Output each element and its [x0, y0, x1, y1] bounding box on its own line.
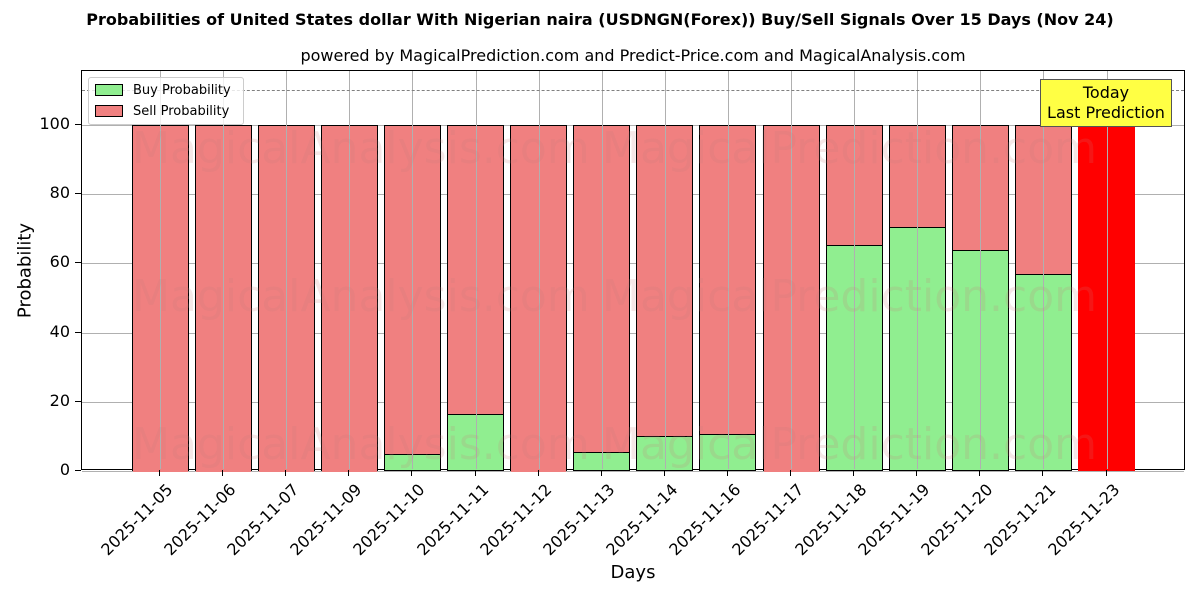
plot-area: MagicalAnalysis.comMagicalPrediction.com…: [81, 70, 1185, 472]
gridline-vertical: [1043, 71, 1045, 469]
y-tick-mark: [75, 331, 81, 333]
annotation-line1: Today: [1082, 83, 1130, 102]
gridline-vertical: [664, 71, 666, 469]
x-tick-mark: [916, 470, 918, 476]
gridline-vertical: [1106, 71, 1108, 469]
x-tick-mark: [285, 470, 287, 476]
y-tick-label: 60: [49, 252, 70, 272]
gridline-vertical: [917, 71, 919, 469]
x-axis-label: Days: [610, 562, 656, 583]
reference-line-110: [82, 90, 1184, 92]
gridline-vertical: [538, 71, 540, 469]
gridline-vertical: [727, 71, 729, 469]
gridline-horizontal: [82, 194, 1184, 196]
x-tick-mark: [1042, 470, 1044, 476]
x-tick-mark: [726, 470, 728, 476]
y-tick-mark: [75, 124, 81, 125]
gridline-vertical: [980, 71, 982, 469]
x-tick-mark: [159, 470, 160, 476]
gridline-vertical: [791, 71, 792, 469]
chart-title: Probabilities of United States dollar Wi…: [86, 10, 1114, 29]
legend-item-buy: Buy Probability: [95, 82, 231, 98]
gridline-vertical: [160, 71, 161, 469]
chart-subtitle: powered by MagicalPrediction.com and Pre…: [300, 46, 966, 65]
legend-label-sell: Sell Probability: [133, 103, 230, 119]
gridline-vertical: [349, 71, 351, 469]
gridline-vertical: [475, 71, 477, 469]
gridline-vertical: [286, 71, 288, 469]
y-tick-label: 0: [59, 460, 70, 479]
x-tick-mark: [222, 470, 224, 476]
gridline-horizontal: [82, 471, 1184, 472]
x-tick-mark: [348, 470, 350, 476]
legend: Buy Probability Sell Probability: [88, 77, 244, 125]
gridline-horizontal: [82, 263, 1184, 265]
buy-swatch-icon: [95, 84, 123, 96]
legend-label-buy: Buy Probability: [133, 82, 231, 98]
gridline-vertical: [223, 71, 225, 469]
legend-item-sell: Sell Probability: [95, 103, 229, 119]
y-tick-mark: [75, 400, 81, 402]
x-tick-mark: [853, 470, 855, 476]
gridline-vertical: [854, 71, 856, 469]
y-tick-mark: [75, 470, 81, 471]
x-tick-mark: [979, 470, 981, 476]
gridline-vertical: [601, 71, 603, 469]
y-tick-label: 20: [49, 390, 70, 410]
sell-swatch-icon: [95, 105, 123, 117]
gridline-horizontal: [82, 401, 1184, 403]
x-tick-mark: [600, 470, 602, 476]
y-tick-label: 80: [49, 183, 70, 203]
y-tick-label: 100: [39, 114, 70, 133]
x-tick-mark: [474, 470, 476, 476]
today-annotation: Today Last Prediction: [1040, 79, 1172, 127]
x-tick-mark: [663, 470, 665, 476]
x-tick-mark: [790, 470, 791, 476]
x-tick-mark: [411, 470, 413, 476]
y-tick-label: 40: [49, 321, 70, 341]
x-tick-mark: [1105, 470, 1107, 476]
gridline-horizontal: [82, 125, 1184, 126]
x-tick-mark: [537, 470, 539, 476]
y-tick-mark: [75, 262, 81, 264]
gridline-vertical: [412, 71, 414, 469]
annotation-line2: Last Prediction: [1047, 103, 1165, 122]
gridline-horizontal: [82, 332, 1184, 334]
y-tick-mark: [75, 193, 81, 195]
